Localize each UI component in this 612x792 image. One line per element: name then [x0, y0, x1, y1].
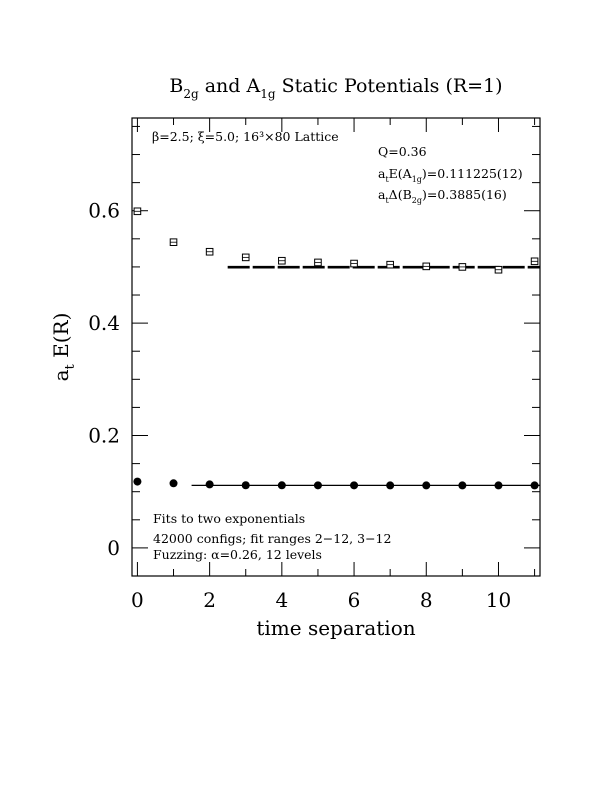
data-point-a1g	[313, 481, 322, 490]
x-axis-label: time separation	[256, 616, 415, 640]
annotation-q: Q=0.36	[378, 144, 427, 159]
axis-ticks	[132, 118, 540, 577]
data-point-a1g	[386, 481, 395, 490]
x-tick-label: 4	[275, 588, 288, 612]
x-tick-label: 0	[131, 588, 144, 612]
data-point-a1g	[169, 479, 178, 488]
title-sym2-sub: 1g	[260, 87, 276, 101]
title-sym2-base: A	[246, 75, 261, 97]
annotation-fits-line1: Fits to two exponentials	[153, 511, 305, 526]
data-point-a1g	[277, 481, 286, 490]
plot-frame	[131, 117, 541, 577]
data-markers	[133, 207, 539, 490]
annotation-b2g-fit: atΔ(B2g)=0.3885(16)	[378, 187, 507, 205]
y-tick-label: 0.2	[88, 424, 120, 448]
axis-tick-labels: 0 2 4 6 8 10 0 0.2 0.4 0.6	[88, 199, 511, 612]
annotation-fits-line3: Fuzzing: α=0.26, 12 levels	[153, 547, 322, 562]
data-point-a1g	[422, 481, 431, 490]
annotation-lattice: β=2.5; ξ=5.0; 16³×80 Lattice	[152, 129, 339, 144]
data-point-a1g	[241, 481, 250, 490]
chart-title: B2g and A1g Static Potentials (R=1)	[169, 75, 502, 101]
y-axis-label-base: a	[49, 369, 73, 381]
annotation-a1g-fit: atE(A1g)=0.111225(12)	[378, 166, 523, 184]
annotation-fits-line2: 42000 configs; fit ranges 2−12, 3−12	[153, 531, 391, 546]
y-axis-label-sub: t	[63, 363, 78, 369]
data-point-a1g	[530, 481, 539, 490]
y-axis-label: at E(R)	[49, 313, 78, 382]
y-tick-label: 0.6	[88, 199, 120, 223]
data-point-a1g	[133, 477, 142, 486]
title-connector: and	[199, 75, 247, 97]
x-tick-label: 6	[348, 588, 361, 612]
x-tick-label: 10	[486, 588, 511, 612]
x-tick-label: 2	[203, 588, 216, 612]
y-tick-label: 0.4	[88, 311, 120, 335]
x-tick-label: 8	[420, 588, 433, 612]
y-axis-label-rest: E(R)	[49, 313, 73, 365]
title-sym1-base: B	[169, 75, 183, 97]
data-point-a1g	[350, 481, 359, 490]
y-tick-label: 0	[107, 536, 120, 560]
data-point-a1g	[458, 481, 467, 490]
title-rest: Static Potentials (R=1)	[276, 75, 503, 97]
data-point-a1g	[494, 481, 503, 490]
title-sym1-sub: 2g	[183, 87, 199, 101]
fit-lines	[191, 265, 540, 487]
data-point-a1g	[205, 480, 214, 489]
